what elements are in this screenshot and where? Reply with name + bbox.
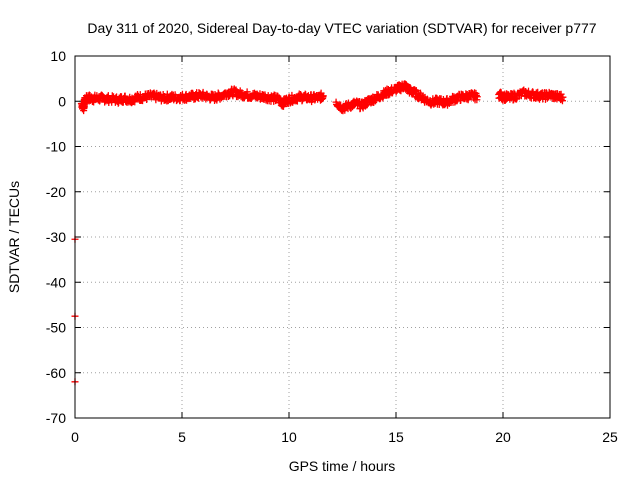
y-tick-label: -10 (46, 139, 66, 155)
x-tick-label: 20 (495, 429, 511, 445)
x-tick-label: 25 (602, 429, 618, 445)
chart-title: Day 311 of 2020, Sidereal Day-to-day VTE… (87, 20, 596, 36)
x-tick-label: 10 (281, 429, 297, 445)
y-tick-label: 10 (50, 48, 66, 64)
x-tick-label: 15 (388, 429, 404, 445)
x-axis-label: GPS time / hours (289, 458, 396, 474)
grid-lines (75, 56, 610, 418)
y-axis-label: SDTVAR / TECUs (6, 181, 22, 293)
data-point-fill (319, 93, 327, 101)
y-tick-label: -40 (46, 274, 66, 290)
data-point-fill (243, 88, 251, 96)
y-tick-label: 0 (58, 93, 66, 109)
y-tick-label: -60 (46, 365, 66, 381)
x-tick-label: 5 (178, 429, 186, 445)
axis-ticks: 10 0 -10 -20 -30 -40 -50 -60 -70 0 5 10 15 20 25 (46, 48, 618, 445)
data-point-fill (473, 96, 481, 104)
x-tick-label: 0 (71, 429, 79, 445)
y-tick-label: -50 (46, 320, 66, 336)
data-series (71, 80, 567, 386)
data-point-fill (558, 97, 566, 105)
y-tick-label: -70 (46, 410, 66, 426)
y-tick-label: -20 (46, 184, 66, 200)
data-point-fill (229, 92, 237, 100)
y-tick-label: -30 (46, 229, 66, 245)
plot-frame (74, 55, 611, 419)
